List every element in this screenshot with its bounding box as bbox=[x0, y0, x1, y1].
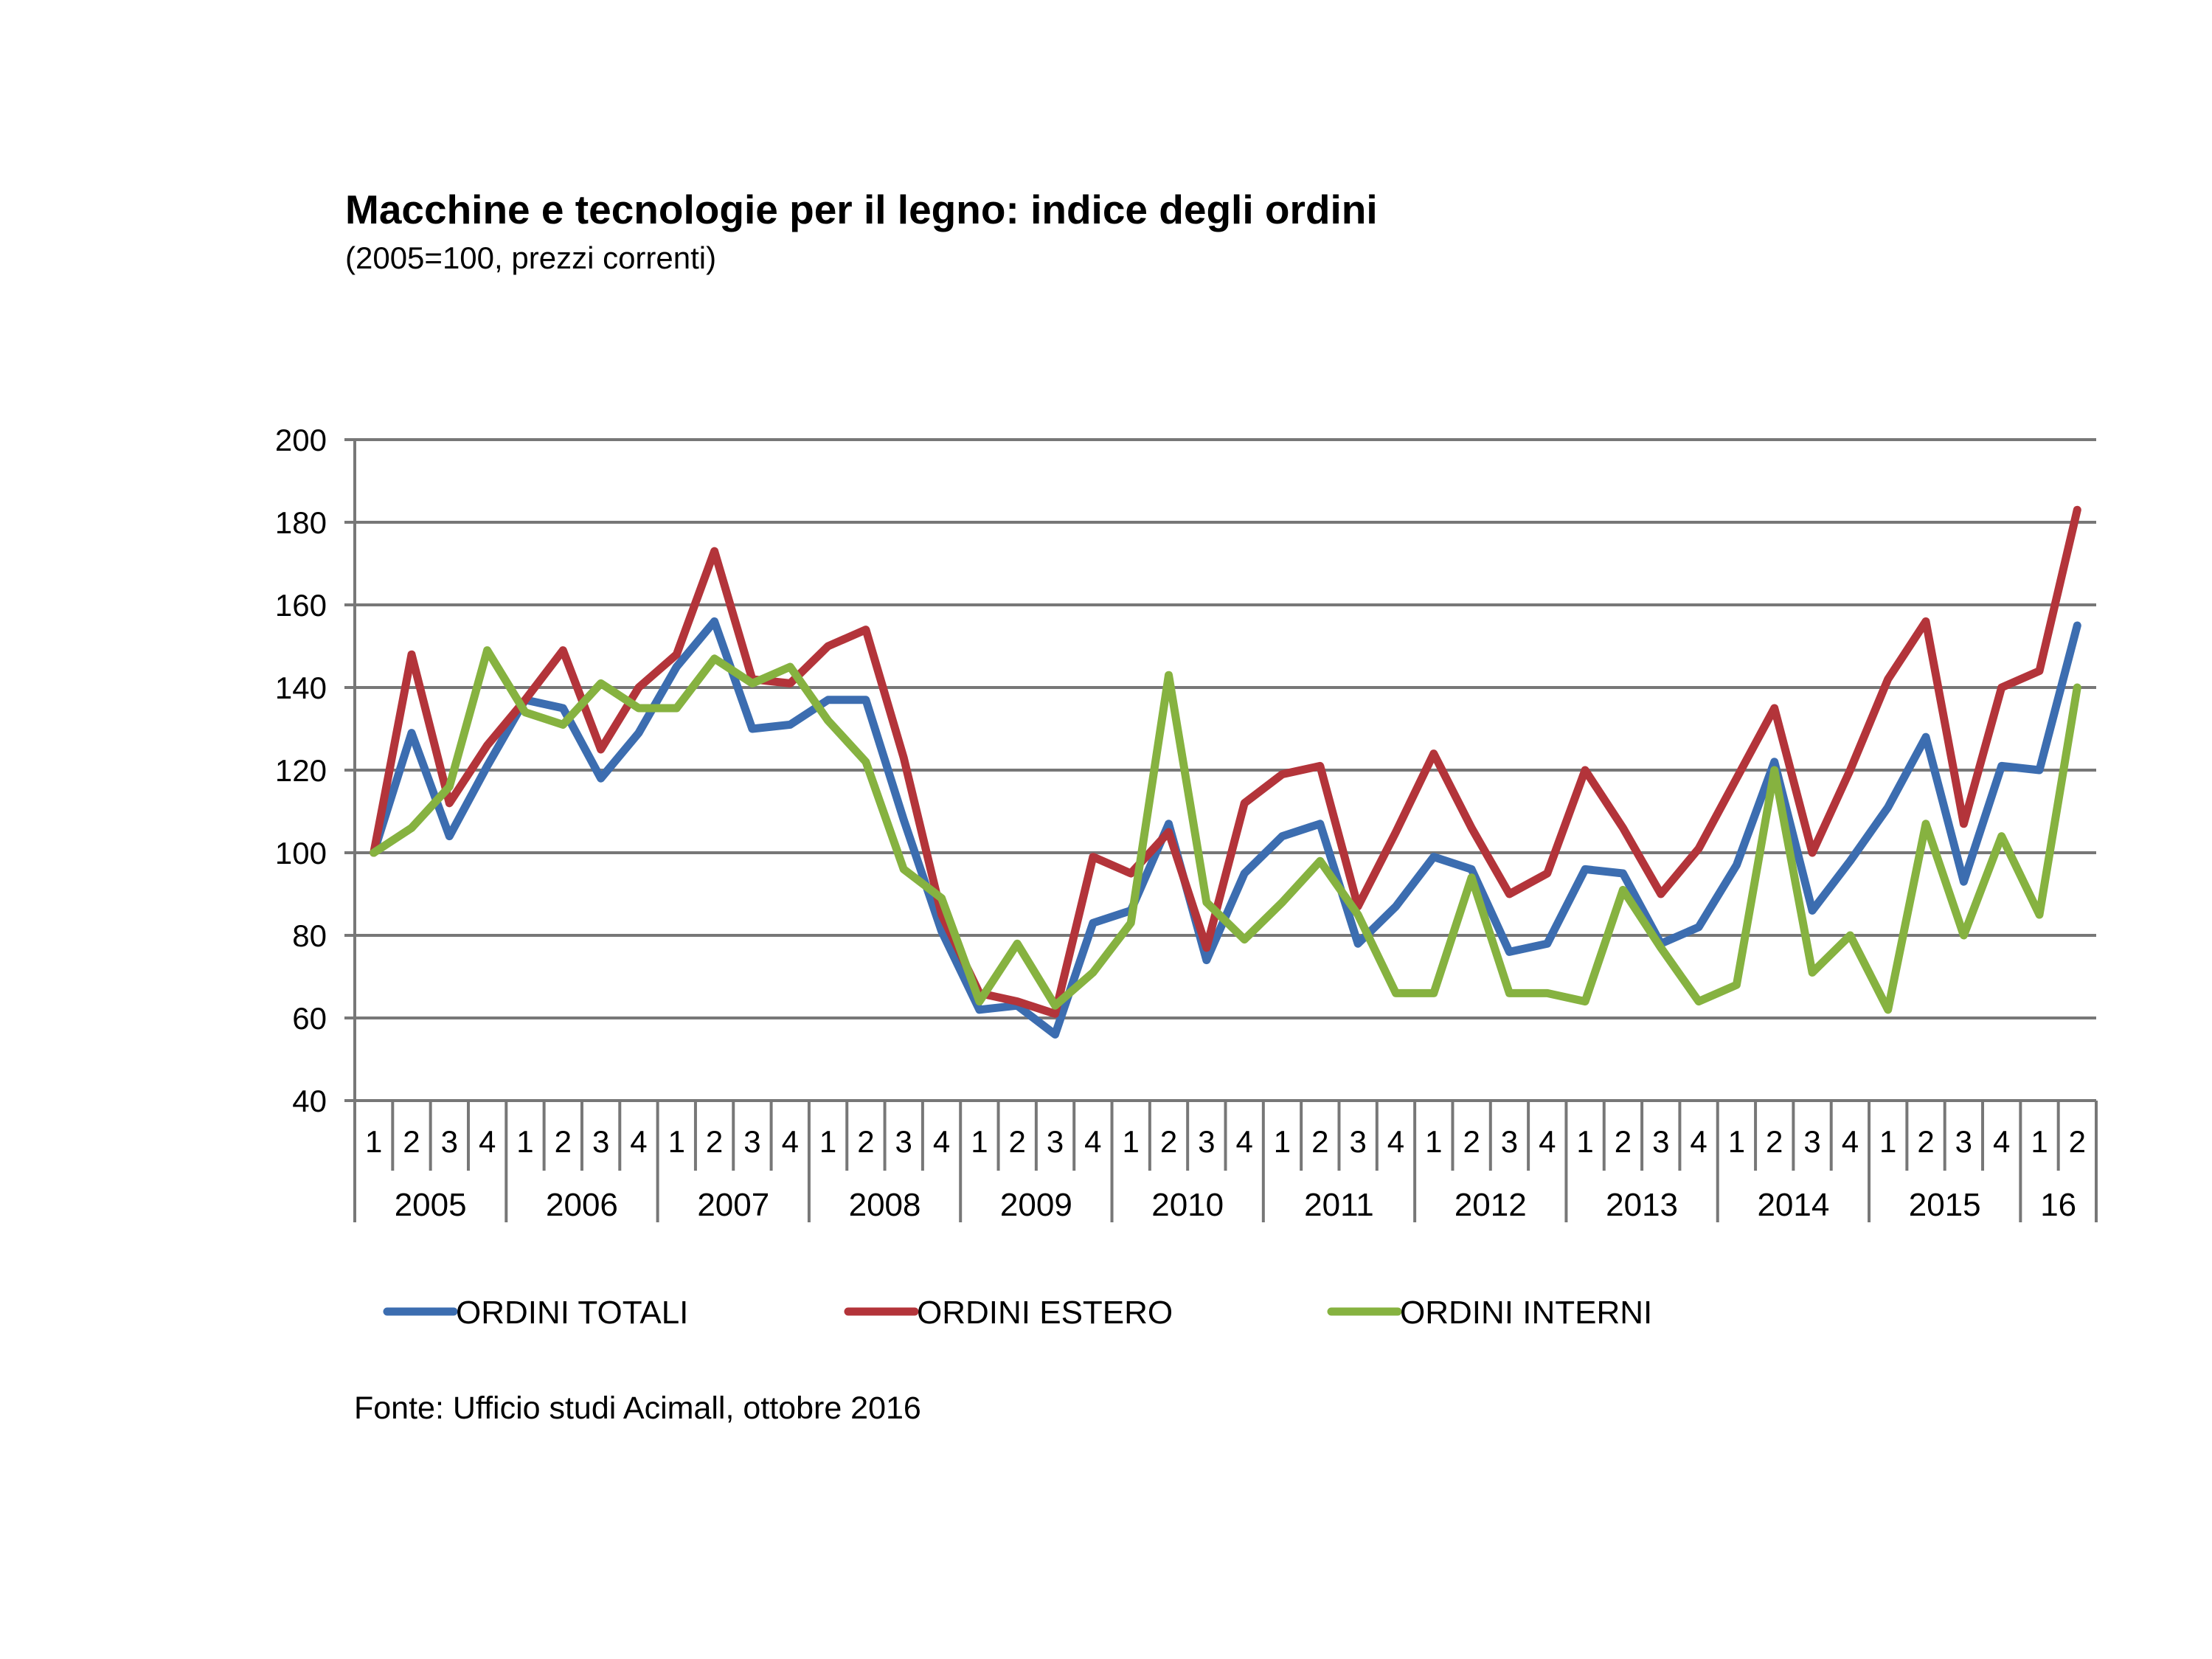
quarter-label: 4 bbox=[479, 1124, 496, 1159]
quarter-label: 2 bbox=[1463, 1124, 1480, 1159]
y-tick-label: 200 bbox=[275, 423, 327, 457]
quarter-label: 4 bbox=[1993, 1124, 2010, 1159]
quarter-label: 1 bbox=[1425, 1124, 1442, 1159]
quarter-label: 2 bbox=[403, 1124, 420, 1159]
year-label: 2013 bbox=[1606, 1187, 1678, 1223]
quarter-label: 3 bbox=[1349, 1124, 1366, 1159]
quarter-label: 4 bbox=[1084, 1124, 1101, 1159]
series-line-ordini-interni bbox=[370, 646, 2081, 1014]
quarter-label: 2 bbox=[1615, 1124, 1632, 1159]
year-label: 2010 bbox=[1151, 1187, 1224, 1223]
quarter-label: 1 bbox=[516, 1124, 533, 1159]
chart-source: Fonte: Ufficio studi Acimall, ottobre 20… bbox=[354, 1390, 921, 1426]
quarter-label: 3 bbox=[592, 1124, 609, 1159]
y-tick-label: 40 bbox=[292, 1084, 327, 1118]
year-label: 2014 bbox=[1757, 1187, 1829, 1223]
year-label: 2007 bbox=[697, 1187, 769, 1223]
y-tick-label: 100 bbox=[275, 836, 327, 870]
quarter-label: 1 bbox=[1576, 1124, 1593, 1159]
quarter-label: 2 bbox=[706, 1124, 723, 1159]
y-tick-label: 120 bbox=[275, 753, 327, 788]
quarter-label: 2 bbox=[2069, 1124, 2086, 1159]
quarter-label: 3 bbox=[895, 1124, 912, 1159]
quarter-label: 2 bbox=[1160, 1124, 1177, 1159]
quarter-label: 3 bbox=[1501, 1124, 1518, 1159]
quarter-label: 4 bbox=[630, 1124, 647, 1159]
year-label: 2009 bbox=[1000, 1187, 1072, 1223]
quarter-label: 1 bbox=[1274, 1124, 1291, 1159]
quarter-label: 1 bbox=[1123, 1124, 1140, 1159]
quarter-label: 2 bbox=[1311, 1124, 1328, 1159]
legend-label: ORDINI ESTERO bbox=[917, 1295, 1173, 1331]
quarter-label: 3 bbox=[441, 1124, 458, 1159]
quarter-label: 3 bbox=[743, 1124, 760, 1159]
year-label: 2006 bbox=[546, 1187, 618, 1223]
quarter-label: 1 bbox=[2031, 1124, 2048, 1159]
quarter-label: 4 bbox=[1235, 1124, 1252, 1159]
quarter-label: 4 bbox=[782, 1124, 799, 1159]
quarter-label: 3 bbox=[1047, 1124, 1064, 1159]
quarter-label: 1 bbox=[668, 1124, 685, 1159]
quarter-label: 3 bbox=[1955, 1124, 1972, 1159]
quarter-label: 2 bbox=[1766, 1124, 1783, 1159]
quarter-label: 1 bbox=[819, 1124, 836, 1159]
y-tick-label: 160 bbox=[275, 588, 327, 623]
year-label: 2011 bbox=[1304, 1187, 1374, 1223]
quarter-label: 2 bbox=[555, 1124, 572, 1159]
quarter-label: 4 bbox=[1539, 1124, 1556, 1159]
quarter-label: 4 bbox=[933, 1124, 950, 1159]
y-tick-label: 180 bbox=[275, 505, 327, 540]
quarter-label: 3 bbox=[1652, 1124, 1669, 1159]
quarter-label: 4 bbox=[1387, 1124, 1404, 1159]
year-label: 2005 bbox=[395, 1187, 467, 1223]
quarter-label: 4 bbox=[1690, 1124, 1707, 1159]
quarter-label: 2 bbox=[857, 1124, 874, 1159]
legend-label: ORDINI TOTALI bbox=[456, 1295, 688, 1331]
quarter-label: 4 bbox=[1842, 1124, 1859, 1159]
y-tick-label: 80 bbox=[292, 918, 327, 953]
quarter-label: 2 bbox=[1917, 1124, 1934, 1159]
chart-subtitle: (2005=100, prezzi correnti) bbox=[345, 240, 717, 275]
quarter-label: 1 bbox=[1728, 1124, 1745, 1159]
chart-title: Macchine e tecnologie per il legno: indi… bbox=[345, 187, 1378, 232]
year-label: 2012 bbox=[1455, 1187, 1527, 1223]
quarter-label: 1 bbox=[365, 1124, 382, 1159]
quarter-label: 3 bbox=[1803, 1124, 1820, 1159]
quarter-label: 1 bbox=[971, 1124, 988, 1159]
legend-label: ORDINI INTERNI bbox=[1400, 1295, 1652, 1331]
y-tick-label: 60 bbox=[292, 1001, 327, 1036]
quarter-label: 1 bbox=[1879, 1124, 1896, 1159]
y-tick-label: 140 bbox=[275, 671, 327, 705]
series-line-ordini-estero bbox=[370, 505, 2081, 1018]
year-label: 16 bbox=[2040, 1187, 2076, 1223]
year-label: 2015 bbox=[1909, 1187, 1981, 1223]
year-label: 2008 bbox=[849, 1187, 921, 1223]
quarter-label: 2 bbox=[1009, 1124, 1026, 1159]
quarter-label: 3 bbox=[1198, 1124, 1215, 1159]
